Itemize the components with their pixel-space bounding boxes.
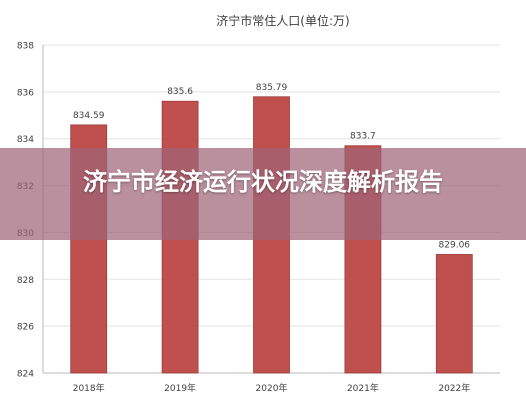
y-tick-label: 826 — [17, 323, 34, 333]
y-tick-label: 828 — [17, 276, 34, 286]
bar-value-label: 835.79 — [256, 83, 288, 93]
y-tick-label: 824 — [17, 370, 34, 380]
bar — [435, 254, 473, 374]
chart-title: 济宁市常住人口(单位:万) — [216, 13, 349, 28]
x-tick-label: 2022年 — [438, 382, 470, 394]
title-banner: 济宁市经济运行状况深度解析报告 — [0, 148, 526, 240]
y-tick-label: 834 — [17, 135, 34, 145]
bar-value-label: 835.6 — [167, 87, 193, 97]
bar-value-label: 829.06 — [439, 240, 471, 250]
x-tick-label: 2018年 — [73, 382, 105, 394]
x-tick-label: 2021年 — [347, 382, 379, 394]
y-tick-label: 836 — [17, 88, 34, 98]
y-tick-label: 838 — [17, 42, 34, 52]
x-tick-label: 2020年 — [256, 382, 288, 394]
bar-value-label: 834.59 — [73, 111, 105, 121]
data-labels: 834.59 835.6 835.79 833.7 829.06 — [73, 83, 470, 251]
bar-value-label: 833.7 — [350, 132, 376, 142]
x-tick-label: 2019年 — [164, 382, 196, 394]
report-title: 济宁市经济运行状况深度解析报告 — [83, 168, 443, 196]
